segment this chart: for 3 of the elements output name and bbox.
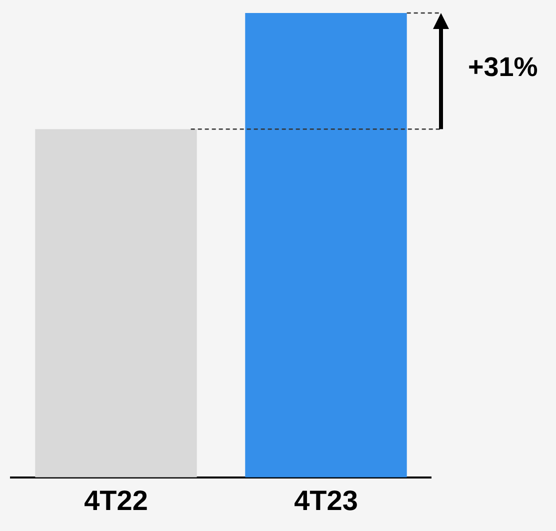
x-tick-label: 4T22 (84, 484, 148, 516)
x-tick-label: 4T23 (294, 484, 358, 516)
text: +31% (468, 52, 538, 82)
